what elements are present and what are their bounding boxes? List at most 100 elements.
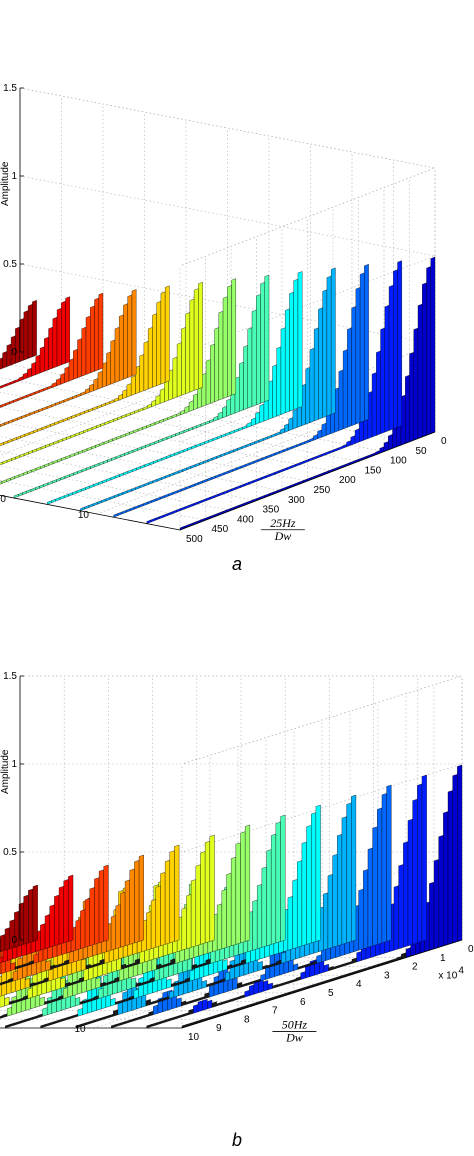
surface-bar xyxy=(121,509,127,515)
surface-bar xyxy=(71,414,77,419)
surface-bar xyxy=(153,1004,159,1016)
surface-bar xyxy=(63,398,69,403)
surface-bar xyxy=(388,434,393,451)
surface-bar xyxy=(3,440,9,445)
surface-bar xyxy=(281,951,287,964)
surface-bar xyxy=(190,999,196,1004)
surface-bar xyxy=(337,834,343,947)
surface-bar xyxy=(282,467,288,472)
surface-bar xyxy=(40,1024,46,1029)
surface-bar xyxy=(169,1016,175,1021)
surface-bar xyxy=(6,477,11,483)
surface-bar xyxy=(93,482,99,487)
surface-bar xyxy=(37,427,43,432)
surface-bar xyxy=(130,375,136,396)
surface-bar xyxy=(114,493,119,498)
x-axis-line xyxy=(179,431,436,531)
surface-bar xyxy=(51,403,56,408)
surface-bar xyxy=(4,421,9,426)
surface-bar xyxy=(155,394,161,406)
surface-bar xyxy=(149,461,154,466)
surface-bar xyxy=(226,872,232,948)
surface-bar xyxy=(41,425,47,431)
surface-bar xyxy=(25,412,31,418)
surface-bar xyxy=(93,378,99,391)
surface-bar xyxy=(175,431,180,437)
surface-bar xyxy=(201,980,207,989)
surface-bar xyxy=(350,435,356,446)
surface-bar xyxy=(143,482,149,487)
surface-bar xyxy=(280,327,286,415)
surface-bar xyxy=(61,456,66,461)
surface-bar xyxy=(80,909,86,950)
surface-bar xyxy=(347,327,352,428)
surface-bar xyxy=(313,434,318,441)
surface-bar xyxy=(342,349,348,430)
surface-bar xyxy=(100,422,106,427)
surface-bar xyxy=(265,473,271,479)
surface-bar xyxy=(160,1019,166,1024)
surface-bar xyxy=(151,1022,157,1027)
surface-bar xyxy=(120,891,126,948)
y-tick-label: 10 xyxy=(78,510,90,521)
surface-bar xyxy=(443,811,449,947)
surface-bar xyxy=(157,457,163,463)
surface-bar xyxy=(190,464,196,469)
surface-bar xyxy=(134,505,140,510)
surface-bar xyxy=(266,849,272,947)
surface-bar xyxy=(44,914,50,950)
surface-bar xyxy=(246,421,252,428)
surface-bar xyxy=(76,488,82,494)
surface-bar xyxy=(206,496,211,501)
surface-bar xyxy=(58,886,64,945)
surface-bar xyxy=(19,453,25,458)
surface-bar xyxy=(43,386,48,392)
z-tick-label: 1.5 xyxy=(3,83,17,94)
b-surface xyxy=(0,764,463,1029)
surface-bar xyxy=(146,911,152,951)
surface-bar xyxy=(252,899,258,951)
surface-bar xyxy=(47,996,53,1016)
surface-bar xyxy=(183,448,188,453)
surface-bar xyxy=(164,493,170,498)
surface-bar xyxy=(5,401,10,406)
surface-bar xyxy=(83,967,89,982)
surface-bar xyxy=(358,888,364,951)
surface-bar xyxy=(107,458,112,463)
surface-bar xyxy=(32,299,37,358)
x-tick-label: 350 xyxy=(263,505,280,516)
grid-line xyxy=(0,377,385,452)
surface-bar xyxy=(116,435,122,440)
surface-bar xyxy=(283,447,289,453)
surface-bar xyxy=(108,419,114,424)
surface-bar xyxy=(126,488,132,494)
surface-bar xyxy=(51,498,56,504)
surface-bar xyxy=(234,428,239,433)
surface-bar xyxy=(136,466,141,471)
surface-bar xyxy=(150,517,156,523)
surface-bar xyxy=(291,978,297,983)
surface-bar xyxy=(244,482,249,487)
surface-bar xyxy=(80,391,86,396)
surface-bar xyxy=(131,977,137,989)
x-tick-label: 9 xyxy=(216,1023,222,1034)
surface-bar xyxy=(12,970,18,982)
surface-bar xyxy=(130,410,135,416)
surface-row xyxy=(0,285,170,447)
surface-bar xyxy=(57,458,62,463)
surface-bar xyxy=(216,454,221,459)
surface-bar xyxy=(200,422,206,427)
surface-bar xyxy=(277,983,283,988)
surface-bar xyxy=(123,303,128,380)
surface-bar xyxy=(40,923,46,951)
surface-bar xyxy=(397,260,402,428)
surface-bar xyxy=(0,403,6,408)
surface-bar xyxy=(200,441,205,446)
surface-bar xyxy=(15,455,21,460)
surface-bar xyxy=(108,438,113,443)
surface-bar xyxy=(231,486,237,492)
surface-bar xyxy=(129,1018,135,1023)
surface-bar xyxy=(197,499,203,505)
x-tick-label: 400 xyxy=(237,514,254,525)
surface-bar xyxy=(147,327,153,390)
